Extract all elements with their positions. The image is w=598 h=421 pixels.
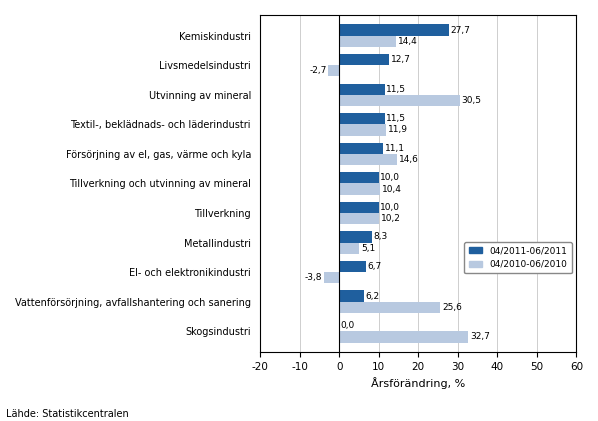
Bar — [328, 65, 339, 77]
Text: 25,6: 25,6 — [442, 303, 462, 312]
Text: 11,9: 11,9 — [388, 125, 408, 134]
Bar — [339, 232, 372, 242]
Text: 30,5: 30,5 — [461, 96, 481, 105]
Bar — [339, 36, 396, 47]
Bar — [339, 113, 385, 124]
Text: -3,8: -3,8 — [305, 273, 322, 282]
Text: 6,7: 6,7 — [367, 262, 382, 271]
Text: 0,0: 0,0 — [341, 321, 355, 330]
Text: 10,0: 10,0 — [380, 173, 400, 182]
Bar — [339, 154, 397, 165]
Text: 14,4: 14,4 — [398, 37, 417, 46]
Text: 8,3: 8,3 — [374, 232, 388, 242]
Text: 10,4: 10,4 — [382, 184, 402, 194]
Bar — [339, 302, 440, 313]
Bar — [339, 184, 380, 195]
Text: Lähde: Statistikcentralen: Lähde: Statistikcentralen — [6, 409, 129, 419]
Text: 10,0: 10,0 — [380, 203, 400, 212]
Bar — [339, 95, 460, 106]
Text: 12,7: 12,7 — [391, 55, 411, 64]
Bar — [339, 54, 389, 65]
Bar — [339, 290, 364, 302]
Bar — [339, 261, 365, 272]
Bar — [339, 172, 379, 184]
Bar — [324, 272, 339, 283]
Bar — [339, 242, 359, 254]
Bar — [339, 84, 385, 95]
Legend: 04/2011-06/2011, 04/2010-06/2010: 04/2011-06/2011, 04/2010-06/2010 — [464, 242, 572, 273]
Bar — [339, 24, 448, 36]
Bar — [339, 213, 380, 224]
Bar — [339, 124, 386, 136]
Text: 11,5: 11,5 — [386, 85, 406, 94]
Text: 14,6: 14,6 — [398, 155, 419, 164]
Text: 11,5: 11,5 — [386, 114, 406, 123]
Text: 27,7: 27,7 — [450, 26, 470, 35]
Text: 10,2: 10,2 — [381, 214, 401, 223]
Text: 11,1: 11,1 — [385, 144, 405, 153]
Text: -2,7: -2,7 — [310, 67, 327, 75]
Bar — [339, 331, 468, 343]
Text: 6,2: 6,2 — [365, 292, 379, 301]
Text: 32,7: 32,7 — [470, 333, 490, 341]
Bar — [339, 202, 379, 213]
Text: 5,1: 5,1 — [361, 244, 375, 253]
Bar — [339, 143, 383, 154]
X-axis label: Årsförändring, %: Årsförändring, % — [371, 377, 465, 389]
